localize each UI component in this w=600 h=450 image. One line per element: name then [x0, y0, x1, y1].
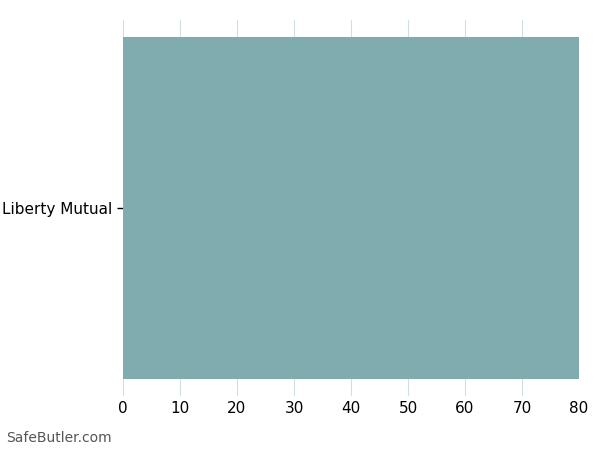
Text: SafeButler.com: SafeButler.com: [6, 432, 112, 446]
